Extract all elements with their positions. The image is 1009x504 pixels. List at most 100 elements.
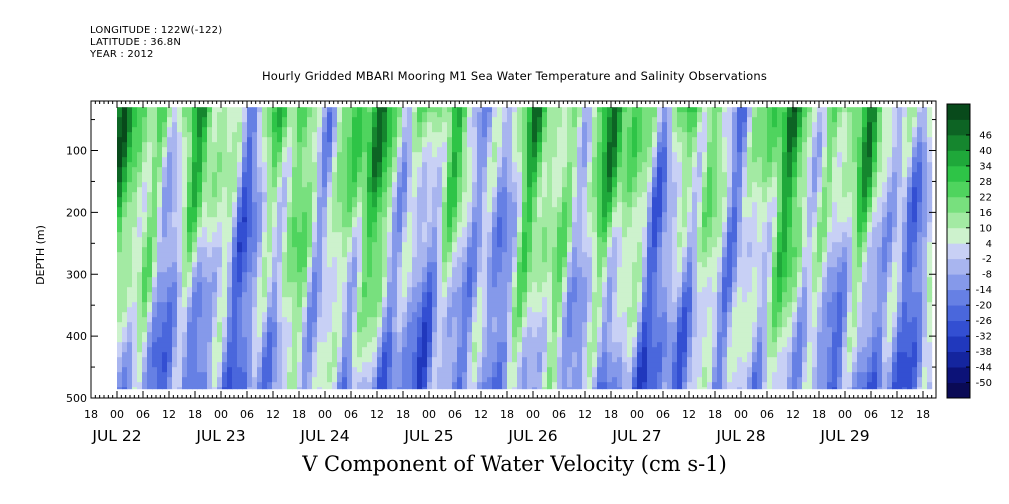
heatmap-cell — [232, 302, 238, 308]
heatmap-cell — [552, 117, 558, 123]
heatmap-cell — [227, 157, 233, 163]
heatmap-cell — [527, 262, 533, 268]
heatmap-cell — [252, 277, 258, 283]
heatmap-cell — [472, 197, 478, 203]
heatmap-cell — [457, 182, 463, 188]
heatmap-cell — [497, 257, 503, 263]
heatmap-cell — [477, 142, 483, 148]
heatmap-cell — [537, 332, 543, 338]
heatmap-cell — [402, 367, 408, 373]
heatmap-cell — [357, 307, 363, 313]
heatmap-cell — [207, 182, 213, 188]
heatmap-cell — [147, 317, 153, 323]
heatmap-cell — [217, 197, 223, 203]
heatmap-cell — [297, 357, 303, 363]
heatmap-cell — [257, 217, 263, 223]
heatmap-cell — [317, 142, 323, 148]
heatmap-cell — [197, 127, 203, 133]
heatmap-cell — [362, 282, 368, 288]
heatmap-cell — [362, 152, 368, 158]
heatmap-cell — [437, 132, 443, 138]
heatmap-cell — [187, 302, 193, 308]
heatmap-cell — [492, 367, 498, 373]
heatmap-cell — [162, 352, 168, 358]
heatmap-cell — [522, 292, 528, 298]
heatmap-cell — [472, 157, 478, 163]
heatmap-cell — [522, 147, 528, 153]
heatmap-cell — [412, 212, 418, 218]
heatmap-cell — [447, 267, 453, 273]
heatmap-cell — [142, 302, 148, 308]
heatmap-cell — [362, 357, 368, 363]
heatmap-cell — [282, 117, 288, 123]
heatmap-cell — [412, 247, 418, 253]
heatmap-cell — [422, 187, 428, 193]
heatmap-cell — [287, 127, 293, 133]
heatmap-cell — [487, 167, 493, 173]
heatmap-cell — [247, 137, 253, 143]
heatmap-cell — [137, 337, 143, 343]
heatmap-cell — [362, 237, 368, 243]
heatmap-cell — [367, 337, 373, 343]
heatmap-cell — [302, 312, 308, 318]
heatmap-cell — [432, 107, 438, 113]
heatmap-cell — [177, 227, 183, 233]
heatmap-cell — [362, 162, 368, 168]
heatmap-cell — [397, 292, 403, 298]
heatmap-cell — [337, 167, 343, 173]
heatmap-cell — [177, 257, 183, 263]
heatmap-cell — [262, 162, 268, 168]
heatmap-cell — [137, 252, 143, 258]
heatmap-cell — [142, 202, 148, 208]
heatmap-cell — [437, 272, 443, 278]
heatmap-cell — [207, 277, 213, 283]
heatmap-cell — [342, 232, 348, 238]
heatmap-cell — [502, 117, 508, 123]
heatmap-cell — [307, 322, 313, 328]
heatmap-cell — [362, 342, 368, 348]
heatmap-cell — [182, 207, 188, 213]
heatmap-cell — [332, 277, 338, 283]
heatmap-cell — [432, 337, 438, 343]
heatmap-cell — [427, 297, 433, 303]
heatmap-cell — [372, 382, 378, 388]
heatmap-cell — [322, 307, 328, 313]
heatmap-cell — [152, 157, 158, 163]
heatmap-cell — [137, 262, 143, 268]
heatmap-cell — [372, 277, 378, 283]
heatmap-cell — [387, 277, 393, 283]
heatmap-cell — [182, 212, 188, 218]
heatmap-cell — [392, 132, 398, 138]
heatmap-cell — [147, 192, 153, 198]
heatmap-cell — [492, 252, 498, 258]
heatmap-cell — [392, 287, 398, 293]
heatmap-cell — [322, 182, 328, 188]
heatmap-cell — [442, 152, 448, 158]
heatmap-cell — [287, 377, 293, 383]
heatmap-cell — [457, 282, 463, 288]
heatmap-cell — [372, 287, 378, 293]
heatmap-cell — [477, 282, 483, 288]
heatmap-cell — [372, 177, 378, 183]
heatmap-cell — [337, 242, 343, 248]
heatmap-cell — [122, 297, 128, 303]
heatmap-cell — [537, 207, 543, 213]
heatmap-cell — [332, 347, 338, 353]
heatmap-cell — [412, 242, 418, 248]
heatmap-cell — [412, 232, 418, 238]
heatmap-cell — [532, 327, 538, 333]
heatmap-cell — [352, 172, 358, 178]
heatmap-cell — [352, 127, 358, 133]
heatmap-cell — [362, 107, 368, 113]
heatmap-cell — [332, 117, 338, 123]
heatmap-cell — [272, 327, 278, 333]
heatmap-cell — [522, 182, 528, 188]
heatmap-cell — [307, 317, 313, 323]
heatmap-cell — [527, 217, 533, 223]
heatmap-cell — [482, 302, 488, 308]
heatmap-cell — [162, 292, 168, 298]
heatmap-cell — [502, 192, 508, 198]
heatmap-cell — [537, 337, 543, 343]
heatmap-cell — [427, 257, 433, 263]
heatmap-cell — [297, 252, 303, 258]
